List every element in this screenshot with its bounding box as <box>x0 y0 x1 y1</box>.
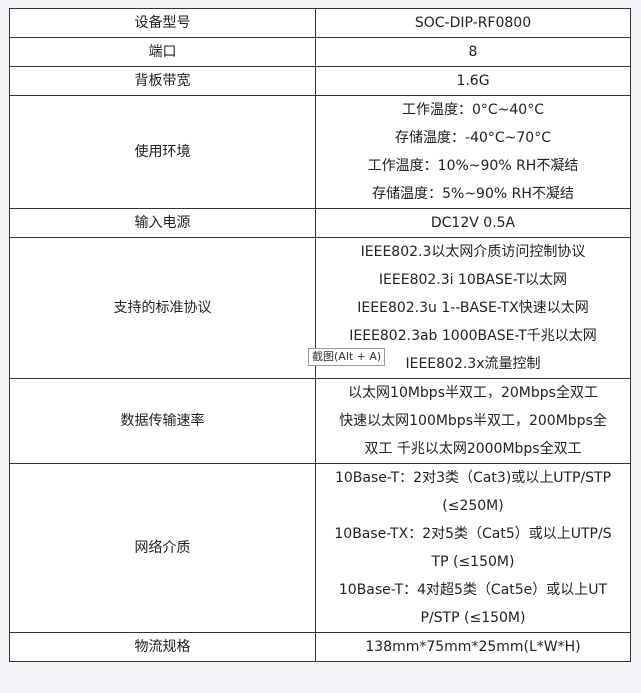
spec-value: 10Base-T：2对3类（Cat3)或以上UTP/STP (≤250M) 10Ba… <box>315 463 631 633</box>
table-row: 网络介质 10Base-T：2对3类（Cat3)或以上UTP/STP (≤250M)… <box>9 463 631 633</box>
value-line: IEEE802.3以太网介质访问控制协议 <box>360 244 586 260</box>
spec-table-wrap: 设备型号 SOC-DIP-RF0800 端口 8 背板带宽 1.6G 使用环境 工作温度：0°… <box>9 8 631 662</box>
value-line: 存储温度：5%~90% RH不凝结 <box>372 186 574 202</box>
value-line: 10Base-TX：2对5类（Cat5）或以上UTP/S <box>334 526 612 542</box>
spec-value: 工作温度：0°C~40°C 存储温度：-40°C~70°C 工作温度：10%~90%… <box>315 95 631 209</box>
value-line: TP (≤150M) <box>431 554 515 570</box>
spec-value: 1.6G <box>315 66 631 96</box>
value-line: (≤250M) <box>442 498 504 514</box>
table-row: 数据传输速率 以太网10Mbps半双工，20Mbps全双工 快速以太网100Mbps… <box>9 378 631 464</box>
spec-label: 物流规格 <box>9 632 316 662</box>
spec-label: 数据传输速率 <box>9 378 316 464</box>
spec-label: 网络介质 <box>9 463 316 633</box>
value-line: 138mm*75mm*25mm(L*W*H) <box>365 639 581 655</box>
value-line: 快速以太网100Mbps半双工，200Mbps全 <box>339 413 607 429</box>
table-row: 设备型号 SOC-DIP-RF0800 <box>9 8 631 38</box>
value-line: IEEE802.3x流量控制 <box>405 356 541 372</box>
table-row: 支持的标准协议 IEEE802.3以太网介质访问控制协议 IEEE802.3i 10… <box>9 237 631 379</box>
value-line: 1.6G <box>456 73 490 89</box>
value-line: 存储温度：-40°C~70°C <box>395 130 551 146</box>
table-row: 物流规格 138mm*75mm*25mm(L*W*H) <box>9 632 631 662</box>
value-line: DC12V 0.5A <box>430 215 516 231</box>
table-row: 输入电源 DC12V 0.5A <box>9 208 631 238</box>
value-line: IEEE802.3ab 1000BASE-T千兆以太网 <box>349 328 597 344</box>
spec-label: 背板带宽 <box>9 66 316 96</box>
spec-label: 使用环境 <box>9 95 316 209</box>
value-line: SOC-DIP-RF0800 <box>414 15 532 31</box>
value-line: IEEE802.3u 1--BASE-TX快速以太网 <box>357 300 589 316</box>
value-line: IEEE802.3i 10BASE-T以太网 <box>378 272 568 288</box>
spec-value: 8 <box>315 37 631 67</box>
spec-value: 以太网10Mbps半双工，20Mbps全双工 快速以太网100Mbps半双工，20… <box>315 378 631 464</box>
table-row: 背板带宽 1.6G <box>9 66 631 96</box>
spec-label: 设备型号 <box>9 8 316 38</box>
value-line: 8 <box>468 44 478 60</box>
table-row: 使用环境 工作温度：0°C~40°C 存储温度：-40°C~70°C 工作温度：10%… <box>9 95 631 209</box>
value-line: P/STP (≤150M) <box>420 610 526 626</box>
spec-label: 输入电源 <box>9 208 316 238</box>
table-row: 端口 8 <box>9 37 631 67</box>
spec-label: 支持的标准协议 <box>9 237 316 379</box>
value-line: 10Base-T：2对3类（Cat3)或以上UTP/STP <box>334 470 612 486</box>
spec-value: DC12V 0.5A <box>315 208 631 238</box>
spec-value: SOC-DIP-RF0800 <box>315 8 631 38</box>
value-line: 以太网10Mbps半双工，20Mbps全双工 <box>348 385 598 401</box>
spec-value: IEEE802.3以太网介质访问控制协议 IEEE802.3i 10BASE-T以… <box>315 237 631 379</box>
tooltip: 截图(Alt + A) <box>308 348 386 366</box>
spec-label: 端口 <box>9 37 316 67</box>
spec-table: 设备型号 SOC-DIP-RF0800 端口 8 背板带宽 1.6G 使用环境 工作温度：0°… <box>9 8 631 662</box>
table-body: 设备型号 SOC-DIP-RF0800 端口 8 背板带宽 1.6G 使用环境 工作温度：0°… <box>9 8 631 662</box>
value-line: 工作温度：10%~90% RH不凝结 <box>367 158 579 174</box>
spec-value: 138mm*75mm*25mm(L*W*H) <box>315 632 631 662</box>
value-line: 10Base-T：4对超5类（Cat5e）或以上UT <box>338 582 608 598</box>
value-line: 双工 千兆以太网2000Mbps全双工 <box>364 441 582 457</box>
value-line: 工作温度：0°C~40°C <box>401 102 544 118</box>
